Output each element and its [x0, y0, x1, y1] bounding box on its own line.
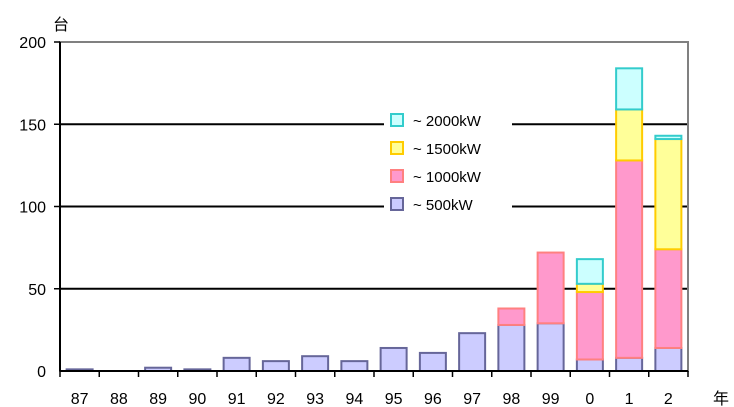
x-tick-label: 1	[625, 391, 634, 407]
bar-segment	[536, 322, 565, 373]
bar-segment	[340, 360, 369, 373]
bar-segment	[222, 356, 251, 372]
y-tick-labels: 0 50 100 150 200	[19, 35, 60, 381]
bar-segment	[615, 356, 644, 372]
x-tick-label: 2	[664, 391, 673, 407]
y-axis-label: 台	[53, 16, 69, 34]
x-tick-label: 91	[228, 391, 246, 407]
x-tick-label: 98	[502, 391, 520, 407]
bar-segment	[497, 307, 526, 326]
bar-segment	[654, 134, 683, 141]
x-axis-label: 年	[713, 390, 729, 407]
x-tick-label: 87	[71, 391, 89, 407]
bar-segment	[379, 346, 408, 373]
bar-segment	[418, 351, 447, 372]
y-tick-label: 200	[19, 35, 46, 52]
y-tick-label: 100	[19, 200, 46, 217]
x-tick-label: 94	[345, 391, 363, 407]
bar-segment	[654, 346, 683, 373]
x-tick-label: 95	[385, 391, 403, 407]
x-tick-label: 93	[306, 391, 324, 407]
legend-label: ~ 1500kW	[413, 141, 482, 158]
bar-segment	[654, 138, 683, 251]
legend-swatch	[390, 169, 404, 183]
legend-box	[384, 106, 512, 216]
legend-swatch	[390, 113, 404, 127]
x-tick-label: 0	[585, 391, 594, 407]
bar-segment	[536, 251, 565, 325]
x-tick-label: 89	[149, 391, 167, 407]
bars	[65, 67, 683, 373]
legend: ~ 2000kW ~ 1500kW ~ 1000kW ~ 500kW	[384, 106, 512, 216]
x-tick-label: 88	[110, 391, 128, 407]
bar-segment	[575, 291, 604, 361]
bar-segment	[301, 355, 330, 373]
y-tick-label: 0	[37, 364, 46, 381]
legend-label: ~ 500kW	[413, 197, 473, 214]
bar-segment	[654, 248, 683, 349]
y-tick-label: 50	[28, 282, 46, 299]
x-tick-label: 92	[267, 391, 285, 407]
x-tick-labels: 87 88 89 90 91 92 93 94 95 96 97 98 99 0 1 2	[59, 371, 689, 407]
bar-segment	[615, 108, 644, 162]
legend-label: ~ 1000kW	[413, 169, 482, 186]
x-tick-label: 90	[188, 391, 206, 407]
bar-segment	[575, 258, 604, 285]
bar-segment	[497, 323, 526, 373]
bar-segment	[575, 282, 604, 294]
x-tick-label: 96	[424, 391, 442, 407]
legend-label: ~ 2000kW	[413, 113, 482, 130]
bar-segment	[615, 159, 644, 359]
bar-segment	[615, 67, 644, 111]
x-tick-label: 97	[463, 391, 481, 407]
bar-segment	[575, 358, 604, 372]
y-tick-label: 150	[19, 117, 46, 134]
x-tick-label: 99	[542, 391, 560, 407]
bar-segment	[261, 360, 290, 373]
bar-segment	[458, 332, 487, 373]
legend-swatch	[390, 141, 404, 155]
legend-swatch	[390, 197, 404, 211]
